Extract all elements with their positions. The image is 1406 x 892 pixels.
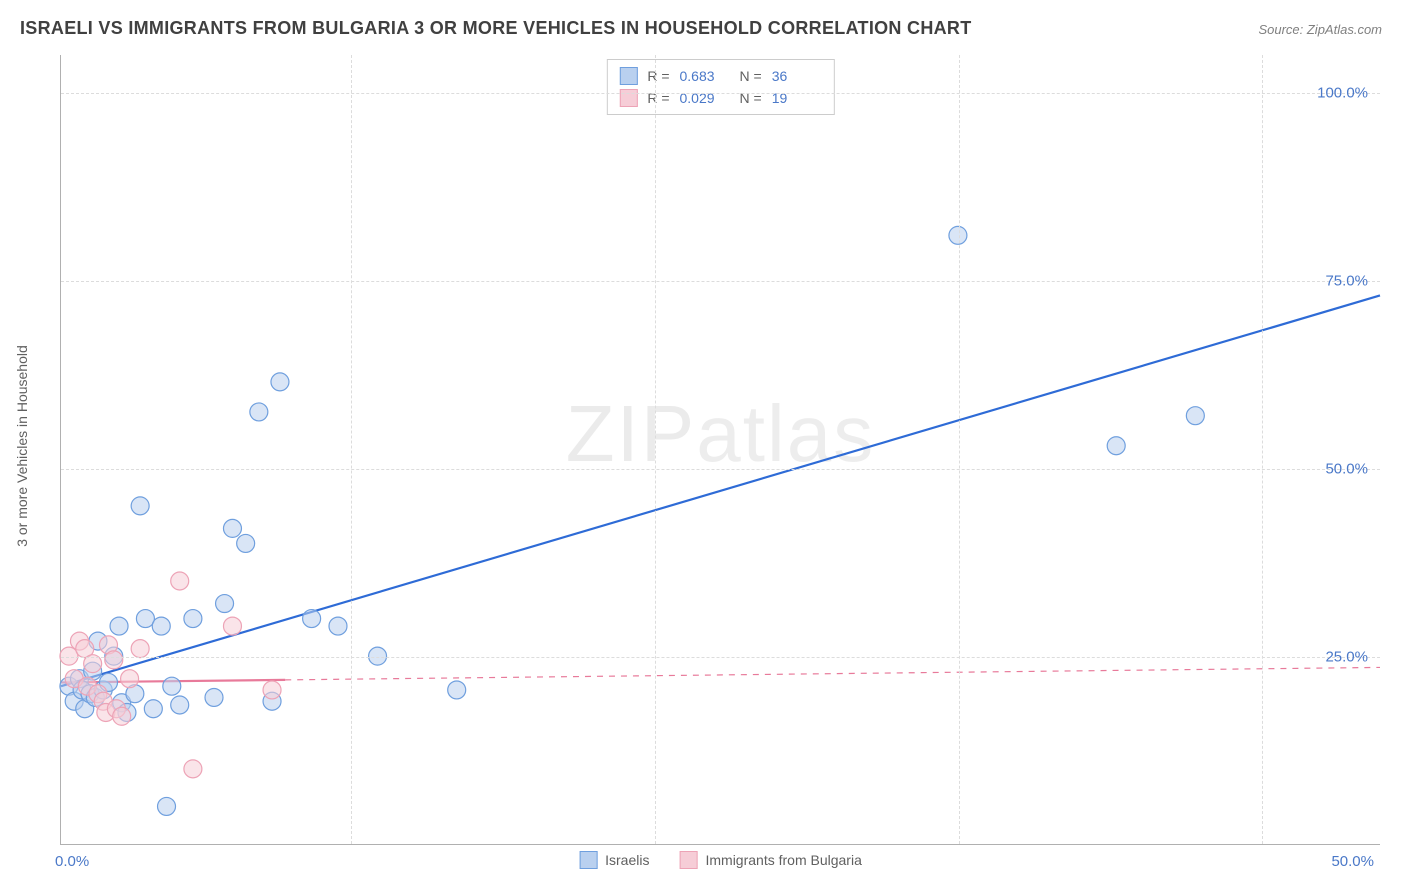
gridline-h — [61, 657, 1380, 658]
data-point — [329, 617, 347, 635]
legend-label: Israelis — [605, 852, 649, 868]
data-point — [110, 617, 128, 635]
swatch-bulgaria — [679, 851, 697, 869]
chart-svg — [61, 55, 1380, 844]
y-tick-label: 50.0% — [1325, 460, 1368, 477]
chart-title: ISRAELI VS IMMIGRANTS FROM BULGARIA 3 OR… — [20, 18, 972, 39]
regression-line-dashed — [285, 667, 1380, 679]
data-point — [152, 617, 170, 635]
data-point — [171, 572, 189, 590]
gridline-v — [959, 55, 960, 844]
data-point — [171, 696, 189, 714]
legend-item: Israelis — [579, 851, 649, 869]
series-legend: Israelis Immigrants from Bulgaria — [579, 851, 862, 869]
data-point — [131, 640, 149, 658]
y-tick-label: 75.0% — [1325, 272, 1368, 289]
legend-item: Immigrants from Bulgaria — [679, 851, 861, 869]
swatch-israelis — [579, 851, 597, 869]
y-tick-label: 100.0% — [1317, 84, 1368, 101]
n-value: 36 — [772, 68, 822, 84]
data-point — [121, 670, 139, 688]
gridline-h — [61, 281, 1380, 282]
data-point — [1186, 407, 1204, 425]
gridline-h — [61, 93, 1380, 94]
y-tick-label: 25.0% — [1325, 648, 1368, 665]
data-point — [216, 595, 234, 613]
correlation-legend: R = 0.683 N = 36 R = 0.029 N = 19 — [606, 59, 834, 115]
data-point — [158, 797, 176, 815]
source-attribution: Source: ZipAtlas.com — [1258, 22, 1382, 37]
data-point — [184, 760, 202, 778]
data-point — [113, 707, 131, 725]
data-point — [448, 681, 466, 699]
gridline-h — [61, 469, 1380, 470]
x-tick-label: 0.0% — [55, 853, 89, 870]
gridline-v — [655, 55, 656, 844]
data-point — [263, 681, 281, 699]
n-label: N = — [740, 68, 762, 84]
data-point — [223, 617, 241, 635]
swatch-israelis — [619, 67, 637, 85]
y-axis-label: 3 or more Vehicles in Household — [14, 345, 30, 547]
data-point — [303, 610, 321, 628]
data-point — [184, 610, 202, 628]
data-point — [1107, 437, 1125, 455]
x-tick-label: 50.0% — [1331, 853, 1374, 870]
r-value: 0.683 — [680, 68, 730, 84]
data-point — [205, 688, 223, 706]
r-label: R = — [647, 68, 669, 84]
legend-label: Immigrants from Bulgaria — [705, 852, 861, 868]
regression-line — [61, 295, 1380, 686]
correlation-legend-row: R = 0.683 N = 36 — [619, 65, 821, 87]
data-point — [250, 403, 268, 421]
data-point — [163, 677, 181, 695]
data-point — [237, 534, 255, 552]
data-point — [131, 497, 149, 515]
gridline-v — [1262, 55, 1263, 844]
data-point — [105, 651, 123, 669]
data-point — [271, 373, 289, 391]
plot-area: ZIPatlas R = 0.683 N = 36 R = 0.029 N = … — [60, 55, 1380, 845]
data-point — [136, 610, 154, 628]
correlation-legend-row: R = 0.029 N = 19 — [619, 87, 821, 109]
data-point — [223, 519, 241, 537]
gridline-v — [351, 55, 352, 844]
data-point — [144, 700, 162, 718]
